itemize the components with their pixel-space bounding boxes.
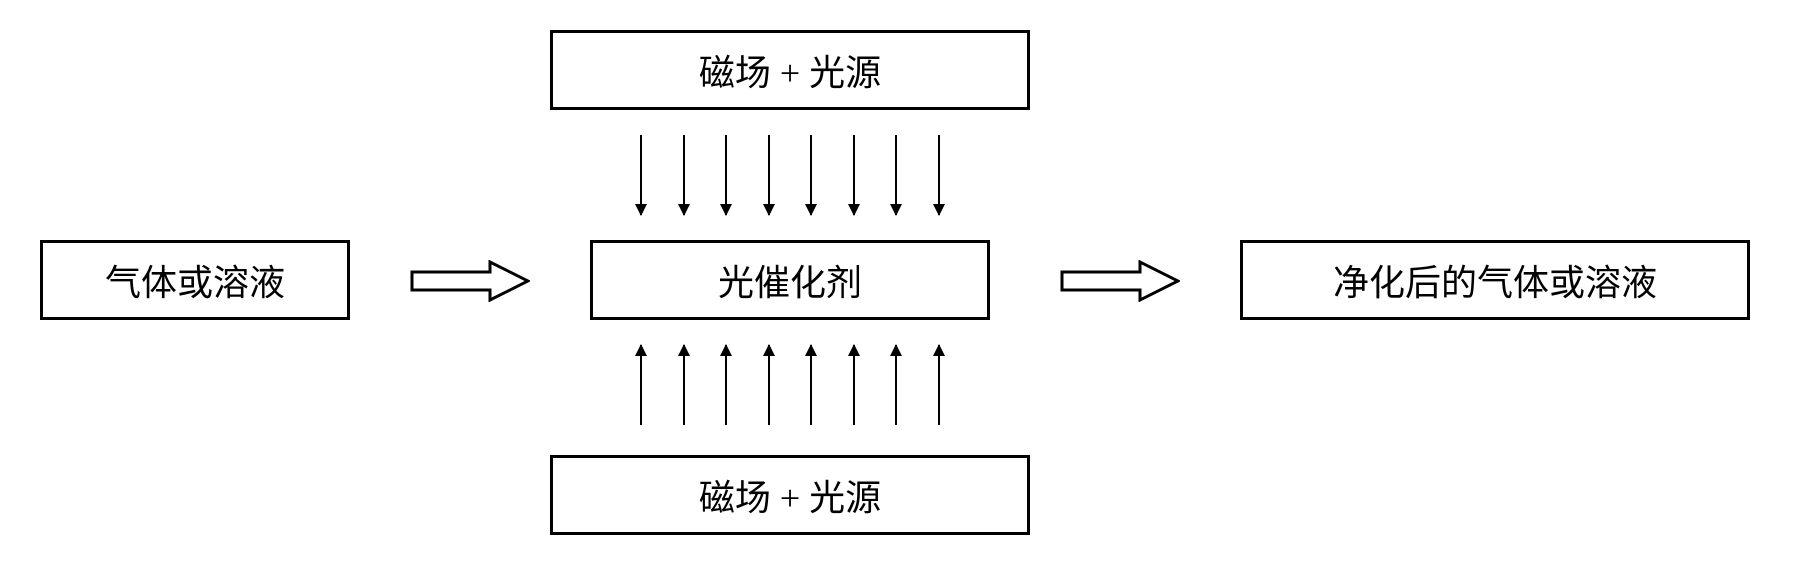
- bottom-arrows-group: [640, 345, 940, 425]
- down-arrow-icon: [725, 135, 727, 215]
- down-arrow-icon: [683, 135, 685, 215]
- top-arrows-group: [640, 135, 940, 215]
- down-arrow-icon: [938, 135, 940, 215]
- input-box: 气体或溶液: [40, 240, 350, 320]
- down-arrow-icon: [810, 135, 812, 215]
- up-arrow-icon: [768, 345, 770, 425]
- up-arrow-icon: [810, 345, 812, 425]
- up-arrow-icon: [725, 345, 727, 425]
- top-source-label: 磁场 + 光源: [699, 44, 881, 96]
- up-arrow-icon: [683, 345, 685, 425]
- down-arrow-icon: [895, 135, 897, 215]
- center-label: 光催化剂: [718, 254, 862, 306]
- output-label: 净化后的气体或溶液: [1333, 254, 1657, 306]
- down-arrow-icon: [853, 135, 855, 215]
- right-arrow-icon: [1060, 260, 1180, 302]
- down-arrow-icon: [640, 135, 642, 215]
- bottom-source-box: 磁场 + 光源: [550, 455, 1030, 535]
- input-label: 气体或溶液: [105, 254, 285, 306]
- output-box: 净化后的气体或溶液: [1240, 240, 1750, 320]
- bottom-source-label: 磁场 + 光源: [699, 469, 881, 521]
- up-arrow-icon: [895, 345, 897, 425]
- left-arrow-icon: [410, 260, 530, 302]
- up-arrow-icon: [938, 345, 940, 425]
- top-source-box: 磁场 + 光源: [550, 30, 1030, 110]
- down-arrow-icon: [768, 135, 770, 215]
- up-arrow-icon: [853, 345, 855, 425]
- center-box: 光催化剂: [590, 240, 990, 320]
- up-arrow-icon: [640, 345, 642, 425]
